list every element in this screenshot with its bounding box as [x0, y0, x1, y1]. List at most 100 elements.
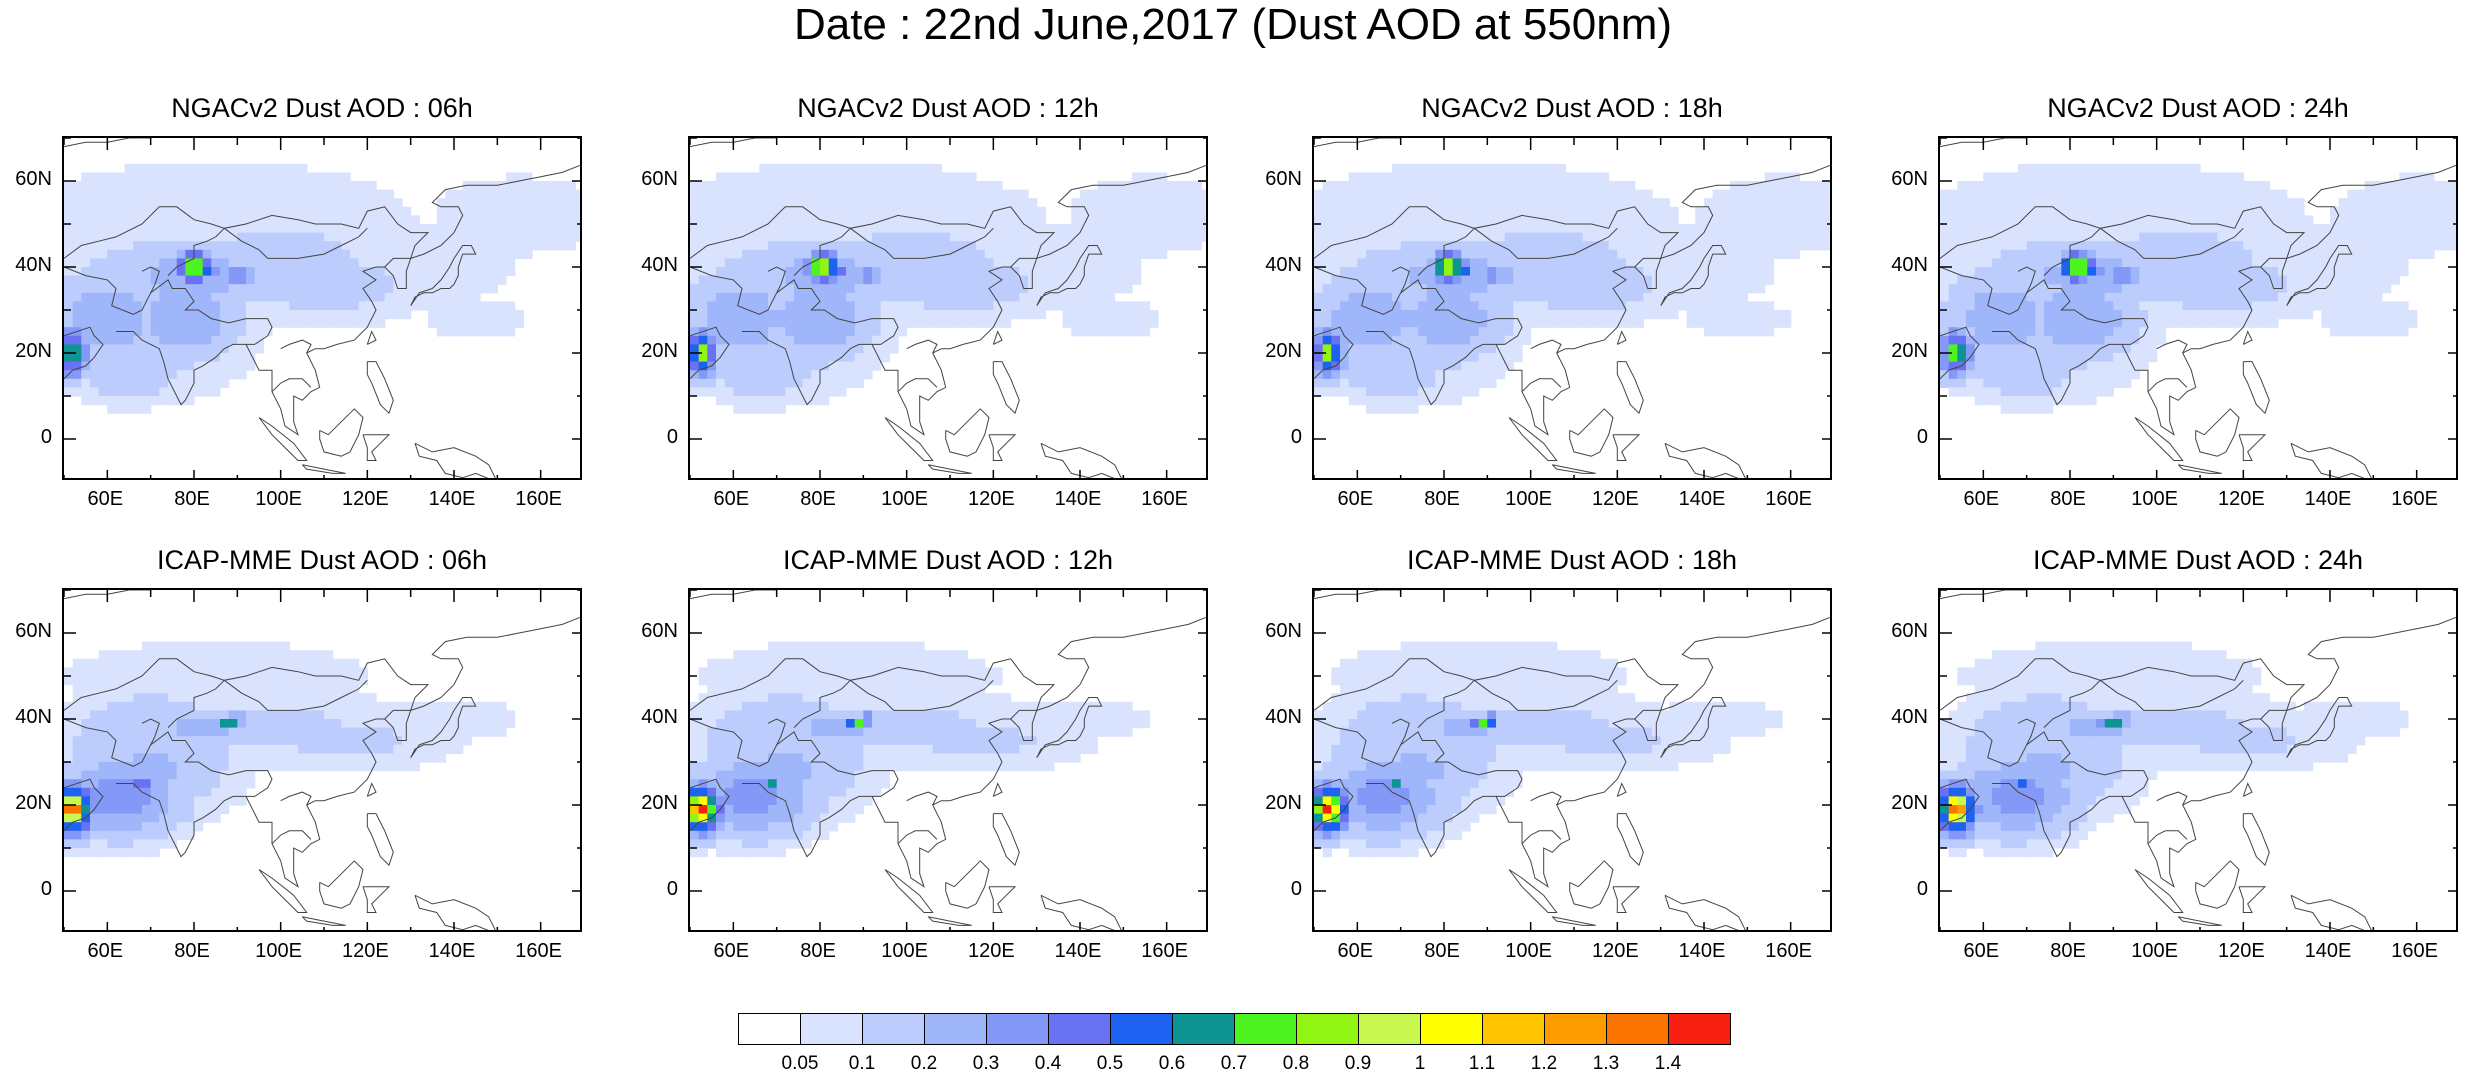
- colorbar-label: 0.2: [894, 1053, 954, 1075]
- panel-title: NGACv2 Dust AOD : 24h: [1938, 92, 2458, 124]
- colorbar-label: 0.5: [1080, 1053, 1140, 1075]
- colorbar-label: 0.4: [1018, 1053, 1078, 1075]
- lon-tick-label: 100E: [2120, 488, 2190, 510]
- lat-tick-label: 60N: [1252, 168, 1302, 190]
- lon-tick-label: 120E: [330, 488, 400, 510]
- lon-tick-label: 120E: [330, 940, 400, 962]
- lat-tick-label: 20N: [1878, 340, 1928, 362]
- lon-tick-label: 160E: [1754, 488, 1824, 510]
- map-panel: [62, 588, 582, 932]
- lon-tick-label: 160E: [1754, 940, 1824, 962]
- lon-tick-label: 60E: [1946, 488, 2016, 510]
- lon-tick-label: 80E: [2033, 488, 2103, 510]
- aod-map: [690, 590, 1208, 932]
- lon-tick-label: 140E: [1667, 488, 1737, 510]
- lat-tick-label: 0: [628, 878, 678, 900]
- colorbar-label: 1: [1390, 1053, 1450, 1075]
- lon-tick-label: 60E: [70, 488, 140, 510]
- aod-shading: [64, 164, 582, 414]
- colorbar-label: 1.4: [1638, 1053, 1698, 1075]
- lon-tick-label: 140E: [417, 488, 487, 510]
- lat-tick-label: 60N: [1878, 168, 1928, 190]
- main-title: Date : 22nd June,2017 (Dust AOD at 550nm…: [0, 0, 2466, 50]
- lon-tick-label: 80E: [157, 940, 227, 962]
- aod-map: [64, 138, 582, 480]
- lon-tick-label: 160E: [1130, 940, 1200, 962]
- lat-tick-label: 0: [2, 878, 52, 900]
- lat-tick-label: 0: [1878, 878, 1928, 900]
- aod-shading: [1940, 164, 2458, 414]
- lat-tick-label: 60N: [2, 168, 52, 190]
- colorbar-box: [738, 1013, 801, 1045]
- lon-tick-label: 120E: [956, 940, 1026, 962]
- lat-tick-label: 0: [1878, 426, 1928, 448]
- colorbar-label: 0.8: [1266, 1053, 1326, 1075]
- lat-tick-label: 40N: [628, 254, 678, 276]
- lat-tick-label: 40N: [1252, 254, 1302, 276]
- aod-shading: [1940, 642, 2409, 858]
- lat-tick-label: 20N: [1878, 792, 1928, 814]
- lon-tick-label: 120E: [956, 488, 1026, 510]
- aod-map: [1314, 138, 1832, 480]
- colorbar-box: [1358, 1013, 1421, 1045]
- colorbar-box: [1482, 1013, 1545, 1045]
- lon-tick-label: 140E: [1043, 488, 1113, 510]
- map-panel: [62, 136, 582, 480]
- panel-title: NGACv2 Dust AOD : 18h: [1312, 92, 1832, 124]
- lon-tick-label: 120E: [2206, 488, 2276, 510]
- colorbar-box: [924, 1013, 987, 1045]
- lon-tick-label: 80E: [157, 488, 227, 510]
- aod-map: [1940, 590, 2458, 932]
- lon-tick-label: 60E: [696, 488, 766, 510]
- colorbar-box: [1110, 1013, 1173, 1045]
- colorbar-box: [1544, 1013, 1607, 1045]
- colorbar-box: [862, 1013, 925, 1045]
- lon-tick-label: 60E: [1320, 488, 1390, 510]
- aod-shading: [1314, 642, 1783, 858]
- lon-tick-label: 100E: [244, 488, 314, 510]
- aod-map: [1940, 138, 2458, 480]
- panel-title: ICAP-MME Dust AOD : 24h: [1938, 544, 2458, 576]
- lat-tick-label: 40N: [1878, 706, 1928, 728]
- lon-tick-label: 100E: [1494, 488, 1564, 510]
- lon-tick-label: 60E: [1946, 940, 2016, 962]
- lat-tick-label: 40N: [1878, 254, 1928, 276]
- lon-tick-label: 80E: [1407, 488, 1477, 510]
- colorbar-box: [1420, 1013, 1483, 1045]
- colorbar-label: 1.2: [1514, 1053, 1574, 1075]
- lat-tick-label: 40N: [628, 706, 678, 728]
- lon-tick-label: 140E: [1043, 940, 1113, 962]
- lat-tick-label: 0: [1252, 878, 1302, 900]
- lon-tick-label: 80E: [783, 940, 853, 962]
- lon-tick-label: 160E: [1130, 488, 1200, 510]
- lon-tick-label: 140E: [1667, 940, 1737, 962]
- lat-tick-label: 40N: [1252, 706, 1302, 728]
- map-panel: [1938, 588, 2458, 932]
- lon-tick-label: 120E: [1580, 488, 1650, 510]
- lon-tick-label: 80E: [1407, 940, 1477, 962]
- lon-tick-label: 120E: [1580, 940, 1650, 962]
- lat-tick-label: 0: [628, 426, 678, 448]
- aod-shading: [1314, 164, 1832, 414]
- panel-title: ICAP-MME Dust AOD : 18h: [1312, 544, 1832, 576]
- map-panel: [1312, 136, 1832, 480]
- panel-title: NGACv2 Dust AOD : 06h: [62, 92, 582, 124]
- lat-tick-label: 60N: [628, 168, 678, 190]
- map-panel: [688, 136, 1208, 480]
- lon-tick-label: 140E: [2293, 488, 2363, 510]
- colorbar-label: 0.3: [956, 1053, 1016, 1075]
- aod-map: [1314, 590, 1832, 932]
- lon-tick-label: 80E: [783, 488, 853, 510]
- lon-tick-label: 100E: [1494, 940, 1564, 962]
- lon-tick-label: 80E: [2033, 940, 2103, 962]
- aod-map: [690, 138, 1208, 480]
- colorbar-label: 0.9: [1328, 1053, 1388, 1075]
- colorbar-label: 0.1: [832, 1053, 892, 1075]
- lat-tick-label: 20N: [628, 340, 678, 362]
- lon-tick-label: 140E: [417, 940, 487, 962]
- lat-tick-label: 60N: [1878, 620, 1928, 642]
- colorbar-label: 0.6: [1142, 1053, 1202, 1075]
- lon-tick-label: 160E: [2380, 488, 2450, 510]
- colorbar-box: [1296, 1013, 1359, 1045]
- lat-tick-label: 60N: [1252, 620, 1302, 642]
